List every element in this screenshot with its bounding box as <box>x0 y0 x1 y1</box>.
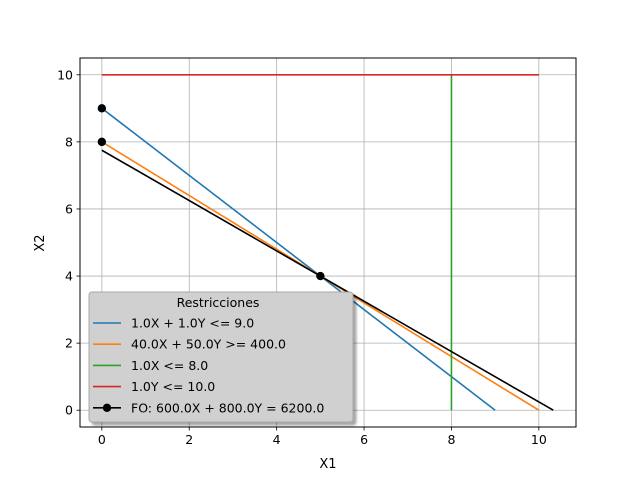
y-tick-label-2: 4 <box>65 269 73 284</box>
x-axis-ticks: 0 2 4 6 8 10 <box>98 427 547 447</box>
plot-frame <box>79 57 577 428</box>
legend-label-2: 1.0X <= 8.0 <box>131 358 208 373</box>
x-tick-label-0: 0 <box>98 432 106 447</box>
x-tick-label-1: 2 <box>185 432 193 447</box>
y-tick-label-5: 10 <box>57 67 73 82</box>
legend-label-3: 1.0Y <= 10.0 <box>131 379 215 394</box>
legend-title: Restricciones <box>177 295 260 310</box>
highlight-points <box>97 104 325 281</box>
y-tick-label-0: 0 <box>65 403 73 418</box>
legend-label-1: 40.0X + 50.0Y >= 400.0 <box>131 337 286 352</box>
legend-entries: 1.0X + 1.0Y <= 9.0 40.0X + 50.0Y >= 400.0… <box>93 316 324 415</box>
y-tick-label-1: 2 <box>65 336 73 351</box>
y-tick-label-3: 6 <box>65 201 73 216</box>
x-tick-label-3: 6 <box>360 432 368 447</box>
legend-label-4: FO: 600.0X + 800.0Y = 6200.0 <box>131 400 324 415</box>
legend-marker-4 <box>102 403 112 412</box>
x-tick-label-4: 8 <box>447 432 455 447</box>
y-axis-label: X2 <box>33 234 48 251</box>
legend-label-0: 1.0X + 1.0Y <= 9.0 <box>131 316 254 331</box>
point-marker-0 <box>97 104 107 113</box>
series-line-0 <box>101 107 496 411</box>
point-marker-2 <box>316 271 325 281</box>
x-tick-label-2: 4 <box>273 432 281 447</box>
y-axis-ticks: 0 2 4 6 8 10 <box>57 67 80 418</box>
y-tick-label-4: 8 <box>65 134 73 149</box>
x-axis-label: X1 <box>319 457 336 472</box>
x-tick-label-5: 10 <box>531 432 547 447</box>
legend-box <box>88 291 354 423</box>
series-line-4 <box>101 149 554 411</box>
legend: Restricciones 1.0X + 1.0Y <= 9.0 40.0X + … <box>88 291 354 423</box>
point-marker-1 <box>97 137 107 147</box>
